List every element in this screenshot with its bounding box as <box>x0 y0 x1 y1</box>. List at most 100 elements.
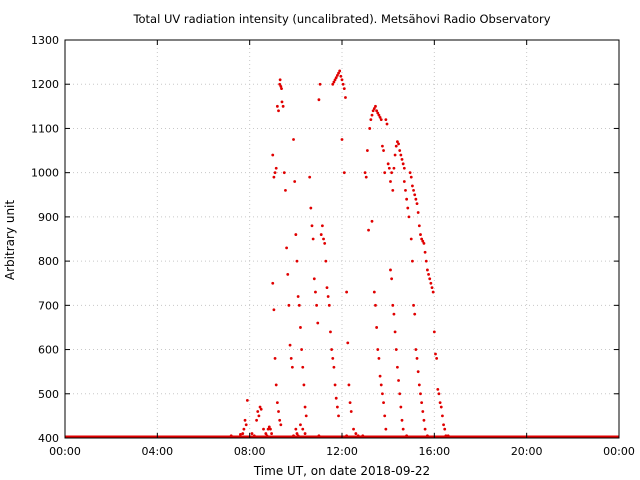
data-point <box>229 434 233 438</box>
data-point <box>325 286 329 290</box>
data-point <box>300 348 304 351</box>
data-point <box>302 383 306 387</box>
data-point <box>297 303 301 307</box>
data-point <box>361 434 365 438</box>
data-point <box>272 175 276 179</box>
y-axis: 400 500 600 700 800 900 1000 1100 1200 1300 <box>31 34 619 445</box>
data-point <box>334 76 338 79</box>
data-point <box>275 104 279 108</box>
data-point <box>423 250 427 254</box>
data-point <box>396 140 399 144</box>
data-point <box>262 427 265 431</box>
data-point <box>389 180 392 183</box>
data-point <box>442 423 445 427</box>
data-point <box>331 82 335 86</box>
data-point <box>419 233 422 236</box>
y-axis-label: Arbitrary unit <box>3 200 17 280</box>
data-point <box>396 365 399 369</box>
data-point <box>430 286 434 290</box>
x-tick-label: 00:00 <box>603 445 635 458</box>
data-point <box>372 107 376 110</box>
data-point <box>389 268 392 272</box>
data-point <box>376 111 380 115</box>
data-point <box>278 78 282 82</box>
data-point <box>420 237 424 241</box>
data-point <box>337 414 340 418</box>
data-point <box>393 153 397 157</box>
data-point <box>393 330 397 334</box>
data-point <box>401 162 405 166</box>
data-point <box>275 401 279 405</box>
data-point <box>399 153 403 157</box>
data-point <box>427 272 430 276</box>
data-point <box>402 180 406 183</box>
y-tick-label: 1000 <box>31 167 59 180</box>
data-point <box>257 414 261 418</box>
data-point <box>390 171 394 175</box>
data-point <box>394 348 398 351</box>
y-tick-label: 1200 <box>31 78 59 91</box>
x-tick-label: 12:00 <box>326 445 358 458</box>
data-point <box>405 434 409 438</box>
data-point <box>349 410 353 413</box>
data-point <box>414 197 418 201</box>
data-point <box>299 423 302 427</box>
data-point <box>323 242 327 245</box>
x-tick-label: 08:00 <box>234 445 266 458</box>
data-point <box>285 246 288 250</box>
data-point <box>411 259 414 263</box>
data-point <box>415 357 419 360</box>
data-point <box>409 175 413 179</box>
data-point <box>266 427 270 431</box>
data-point <box>446 434 450 438</box>
data-point <box>258 405 262 409</box>
data-point <box>399 405 403 409</box>
data-point <box>390 277 394 281</box>
data-point <box>411 184 414 188</box>
data-point <box>422 418 426 422</box>
data-point <box>428 277 432 281</box>
data-point <box>242 427 246 431</box>
data-point <box>294 427 298 431</box>
data-point <box>279 423 283 427</box>
x-tick-label: 04:00 <box>141 445 173 458</box>
data-point <box>335 73 339 77</box>
data-point <box>270 432 273 435</box>
data-point <box>310 224 314 228</box>
data-point <box>277 410 280 413</box>
data-point <box>312 277 316 281</box>
data-point <box>414 348 418 351</box>
data-point <box>406 206 410 210</box>
data-point <box>334 396 338 400</box>
data-point <box>304 414 308 418</box>
data-point <box>441 414 444 418</box>
data-point <box>398 149 402 152</box>
data-point <box>341 82 345 86</box>
data-point <box>356 434 360 438</box>
data-point <box>340 78 344 82</box>
data-point <box>271 153 275 157</box>
data-point <box>333 78 337 82</box>
data-point <box>424 259 428 263</box>
data-point <box>416 211 420 214</box>
data-point <box>420 401 424 405</box>
x-tick-label: 20:00 <box>511 445 543 458</box>
data-point <box>324 259 328 263</box>
data-point <box>337 71 340 75</box>
data-point <box>408 171 412 175</box>
data-point <box>273 357 277 360</box>
data-point <box>295 259 299 263</box>
data-point <box>326 295 330 298</box>
data-point <box>315 303 319 307</box>
data-point <box>318 82 322 86</box>
data-point <box>329 330 332 334</box>
data-point <box>376 348 380 351</box>
data-point <box>345 434 349 438</box>
data-point <box>382 149 385 152</box>
data-point <box>301 427 305 431</box>
data-point <box>383 414 387 418</box>
data-point <box>272 308 276 312</box>
data-point <box>264 432 268 435</box>
data-point <box>412 303 415 307</box>
grid <box>64 39 620 439</box>
